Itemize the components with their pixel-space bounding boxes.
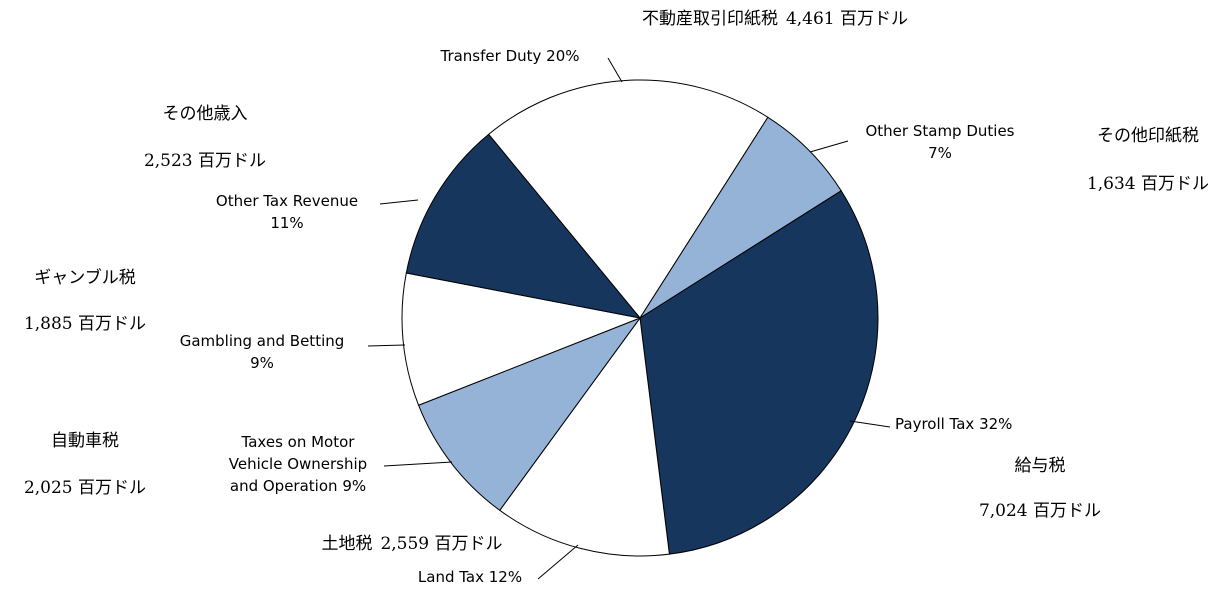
category-label: Transfer Duty xyxy=(440,47,542,65)
value-label: 9% xyxy=(250,354,274,372)
slice-label: Taxes on Motor Vehicle Ownership and Ope… xyxy=(223,431,373,497)
annotation-amount: 1,885 百万ドル xyxy=(24,314,146,334)
annotation: 不動産取引印紙税 4,461 百万ドル xyxy=(642,9,908,29)
annotation-name: 土地税 xyxy=(321,534,372,554)
leader-line xyxy=(849,420,891,428)
annotation-amount: 4,461 百万ドル xyxy=(786,9,908,29)
annotation-amount: 7,024 百万ドル xyxy=(979,501,1101,521)
pie-slice xyxy=(405,133,642,319)
value-label: 20% xyxy=(546,47,580,65)
pie-slice xyxy=(401,272,642,406)
slice-label: Other Stamp Duties 7% xyxy=(840,120,1040,164)
category-label: Payroll Tax xyxy=(895,415,975,433)
slice-label: Other Tax Revenue 11% xyxy=(187,190,387,234)
annotation-amount: 2,559 百万ドル xyxy=(380,534,502,554)
category-label: Taxes on Motor Vehicle Ownership and Ope… xyxy=(228,433,368,495)
annotation: 土地税 2,559 百万ドル xyxy=(321,534,502,554)
leader-line xyxy=(537,544,579,580)
annotation-name: 不動産取引印紙税 xyxy=(642,9,778,29)
slice-label: Payroll Tax 32% xyxy=(895,413,1075,435)
pie-slice xyxy=(487,79,769,319)
slice-label: Land Tax 12% xyxy=(395,566,545,588)
leader-line xyxy=(367,344,406,347)
annotation-amount: 2,523 百万ドル xyxy=(144,151,266,171)
annotation-amount: 2,025 百万ドル xyxy=(24,478,146,498)
pie-slice xyxy=(499,316,670,557)
annotation-name: ギャンブル税 xyxy=(34,267,136,288)
value-label: 11% xyxy=(270,214,304,232)
annotation-name: 自動車税 xyxy=(51,431,119,451)
leader-line xyxy=(809,140,849,153)
value-label: 12% xyxy=(488,568,523,586)
annotation-name: その他印紙税 xyxy=(1097,126,1199,146)
leader-line xyxy=(607,57,623,83)
value-label: 7% xyxy=(928,144,952,162)
leader-line xyxy=(379,199,419,205)
value-label: 9% xyxy=(342,477,367,495)
slice-label: Transfer Duty 20% xyxy=(410,45,610,67)
pie-slice xyxy=(639,116,842,319)
category-label: Gambling and Betting xyxy=(179,332,345,350)
category-label: Land Tax xyxy=(417,568,484,586)
value-label: 32% xyxy=(979,415,1013,433)
category-label: Other Stamp Duties xyxy=(865,122,1015,140)
slice-label: Gambling and Betting 9% xyxy=(152,330,372,374)
category-label: Other Tax Revenue xyxy=(215,192,359,210)
pie-slice xyxy=(417,316,642,512)
annotation-name: その他歳入 xyxy=(163,104,248,124)
annotation-amount: 1,634 百万ドル xyxy=(1087,174,1209,194)
annotation-name: 給与税 xyxy=(1015,456,1066,476)
leader-line xyxy=(383,461,453,467)
pie-slice xyxy=(639,190,879,555)
